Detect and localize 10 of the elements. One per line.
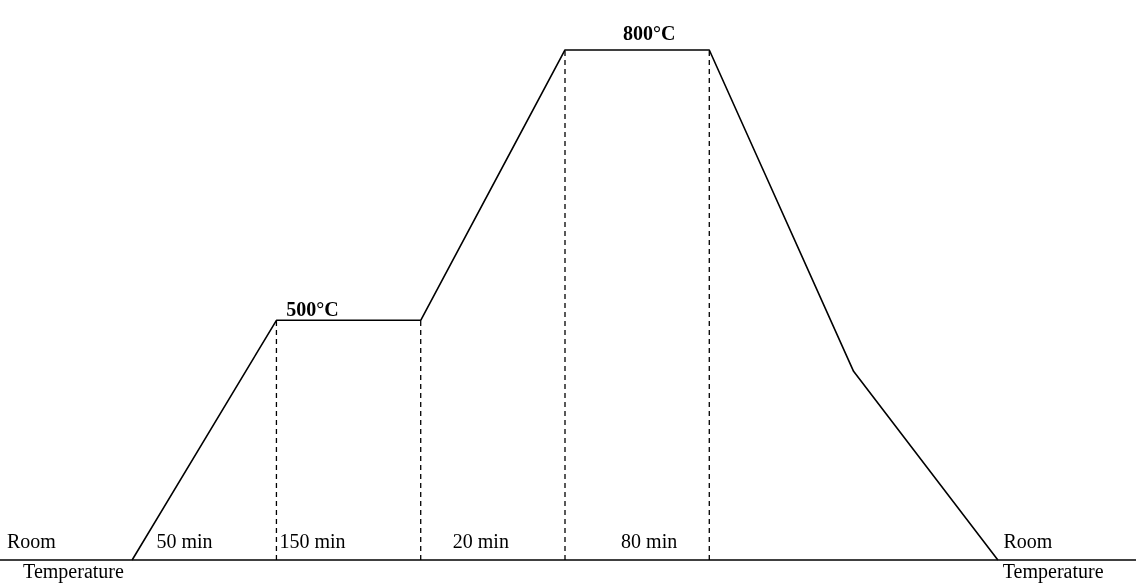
annotation: 500°C xyxy=(286,298,339,320)
annotation: 80 min xyxy=(621,530,678,552)
annotation: Temperature xyxy=(1002,560,1104,583)
annotation: 150 min xyxy=(279,530,346,552)
annotation: Room xyxy=(1003,530,1053,552)
annotation: Temperature xyxy=(23,560,124,583)
annotation: 50 min xyxy=(156,530,213,552)
annotation: Room xyxy=(6,530,57,552)
annotation: 20 min xyxy=(452,530,509,552)
text: 800°C xyxy=(622,22,676,44)
